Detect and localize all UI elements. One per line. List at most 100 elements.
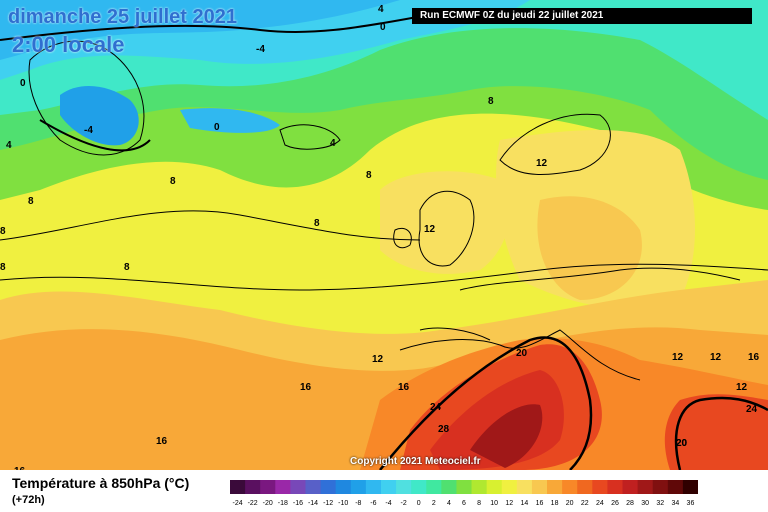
legend-swatch: [562, 480, 578, 494]
legend-swatch: [335, 480, 352, 494]
legend-swatch: [260, 480, 276, 494]
legend-swatch: [350, 480, 367, 494]
field-orange-europe: [537, 196, 642, 300]
map-value-label: 8: [314, 218, 320, 229]
map-value-label: 16: [398, 382, 410, 393]
legend-tick-label: 34: [671, 500, 679, 507]
legend-swatch: [667, 480, 684, 494]
legend-tick-label: -6: [370, 500, 376, 507]
map-value-label: 8: [28, 196, 34, 207]
legend-tick-label: 18: [551, 500, 559, 507]
map-value-label: 0: [380, 22, 386, 33]
legend-swatch: [411, 480, 427, 494]
legend-swatch: [516, 480, 533, 494]
legend-tick-label: 36: [687, 500, 695, 507]
field-blue-core: [60, 85, 139, 146]
field-darkred-core: [470, 404, 543, 468]
map-value-label: 8: [124, 262, 130, 273]
legend-tick-label: -14: [308, 500, 318, 507]
forecast-lead: (+72h): [12, 494, 45, 506]
legend-tick-label: 20: [566, 500, 574, 507]
map-value-label: 4: [6, 140, 12, 151]
field-blue: [0, 0, 400, 60]
map-value-label: 8: [488, 96, 494, 107]
legend-tick-label: -22: [248, 500, 258, 507]
legend-swatch: [486, 480, 503, 494]
isotherms: [0, 9, 768, 470]
map-value-label: -4: [84, 125, 93, 136]
legend-tick-label: -12: [323, 500, 333, 507]
legend-swatch: [230, 480, 246, 494]
legend-swatch: [652, 480, 669, 494]
legend-swatch: [456, 480, 473, 494]
field-yellow-uk: [380, 171, 511, 274]
legend-swatch: [305, 480, 322, 494]
temperature-map: [0, 0, 768, 470]
color-legend: -24 -22 -20 -18 -16 -14 -12 -10 -8 -6 -4 -2 0 2 4 6 8 10 1…: [230, 480, 698, 507]
legend-swatch: [547, 480, 563, 494]
legend-tick-label: 28: [626, 500, 634, 507]
map-value-label: 24: [746, 404, 758, 415]
legend-swatch: [592, 480, 608, 494]
map-value-label: 12: [736, 382, 748, 393]
legend-tick-label: 30: [641, 500, 649, 507]
legend-swatch: [320, 480, 337, 494]
legend-tick-label: 10: [490, 500, 498, 507]
legend-swatch: [245, 480, 261, 494]
map-value-label: 12: [710, 352, 722, 363]
forecast-time: 2:00 locale: [12, 32, 125, 57]
map-value-label: 16: [748, 352, 760, 363]
legend-tick-label: -24: [232, 500, 242, 507]
legend-tick-label: -16: [293, 500, 303, 507]
legend-tick-label: -8: [355, 500, 361, 507]
legend-tick-label: -18: [278, 500, 288, 507]
field-red-east: [664, 394, 768, 470]
map-value-label: 8: [0, 262, 6, 273]
legend-tick-label: 4: [447, 500, 451, 507]
legend-swatch: [622, 480, 639, 494]
legend-swatch: [426, 480, 442, 494]
map-value-label: 0: [214, 122, 220, 133]
map-value-label: 8: [0, 226, 6, 237]
legend-tick-label: 12: [505, 500, 513, 507]
legend-swatch: [471, 480, 488, 494]
map-value-label: 8: [170, 176, 176, 187]
map-value-label: -4: [256, 44, 265, 55]
map-value-label: 12: [372, 354, 384, 365]
legend-swatch: [441, 480, 457, 494]
legend-swatch: [396, 480, 412, 494]
map-value-label: 24: [430, 402, 442, 413]
map-value-label: 28: [438, 424, 450, 435]
legend-tick-label: 22: [581, 500, 589, 507]
legend-tick-label: 14: [520, 500, 528, 507]
map-value-label: 12: [424, 224, 436, 235]
variable-title: Température à 850hPa (°C): [12, 475, 190, 491]
legend-swatch: [607, 480, 624, 494]
run-banner: Run ECMWF 0Z du jeudi 22 juillet 2021: [412, 8, 752, 24]
legend-swatch: [380, 480, 397, 494]
map-value-label: 0: [20, 78, 26, 89]
forecast-date: dimanche 25 juillet 2021: [8, 6, 237, 28]
legend-swatch: [290, 480, 306, 494]
map-value-label: 16: [156, 436, 168, 447]
legend-tick-label: 32: [656, 500, 664, 507]
legend-tick-label: 24: [596, 500, 604, 507]
legend-tick-label: -4: [385, 500, 391, 507]
map-value-label: 8: [366, 170, 372, 181]
legend-swatch: [365, 480, 382, 494]
legend-tick-label: 16: [536, 500, 544, 507]
map-value-label: 4: [378, 4, 384, 15]
legend-tick-label: 6: [462, 500, 466, 507]
map-value-label: 20: [676, 438, 688, 449]
legend-tick-label: 2: [432, 500, 436, 507]
map-value-label: 16: [300, 382, 312, 393]
legend-swatch: [531, 480, 548, 494]
legend-tick-label: -2: [400, 500, 406, 507]
legend-swatch: [501, 480, 518, 494]
legend-tick-label: -20: [263, 500, 273, 507]
legend-tick-label: 0: [417, 500, 421, 507]
legend-swatch: [637, 480, 654, 494]
legend-tick-label: 8: [477, 500, 481, 507]
map-value-label: 12: [672, 352, 684, 363]
